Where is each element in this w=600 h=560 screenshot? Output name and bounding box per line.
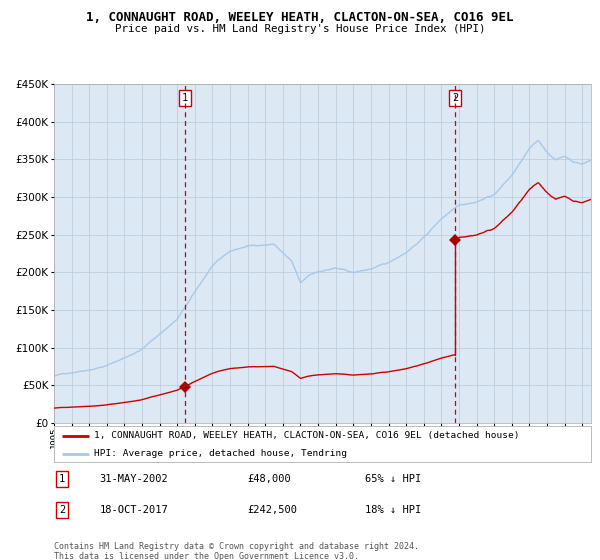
- Text: 2: 2: [59, 505, 65, 515]
- Text: HPI: Average price, detached house, Tendring: HPI: Average price, detached house, Tend…: [94, 450, 347, 459]
- Text: 18% ↓ HPI: 18% ↓ HPI: [365, 505, 422, 515]
- Text: 31-MAY-2002: 31-MAY-2002: [100, 474, 169, 484]
- Text: 65% ↓ HPI: 65% ↓ HPI: [365, 474, 422, 484]
- Text: £48,000: £48,000: [247, 474, 291, 484]
- Text: 18-OCT-2017: 18-OCT-2017: [100, 505, 169, 515]
- Text: Contains HM Land Registry data © Crown copyright and database right 2024.
This d: Contains HM Land Registry data © Crown c…: [54, 542, 419, 560]
- Text: £242,500: £242,500: [247, 505, 298, 515]
- Text: Price paid vs. HM Land Registry's House Price Index (HPI): Price paid vs. HM Land Registry's House …: [115, 24, 485, 34]
- Text: 2: 2: [452, 93, 458, 103]
- Text: 1: 1: [59, 474, 65, 484]
- Text: 1, CONNAUGHT ROAD, WEELEY HEATH, CLACTON-ON-SEA, CO16 9EL (detached house): 1, CONNAUGHT ROAD, WEELEY HEATH, CLACTON…: [94, 431, 520, 440]
- Text: 1: 1: [182, 93, 188, 103]
- Text: 1, CONNAUGHT ROAD, WEELEY HEATH, CLACTON-ON-SEA, CO16 9EL: 1, CONNAUGHT ROAD, WEELEY HEATH, CLACTON…: [86, 11, 514, 24]
